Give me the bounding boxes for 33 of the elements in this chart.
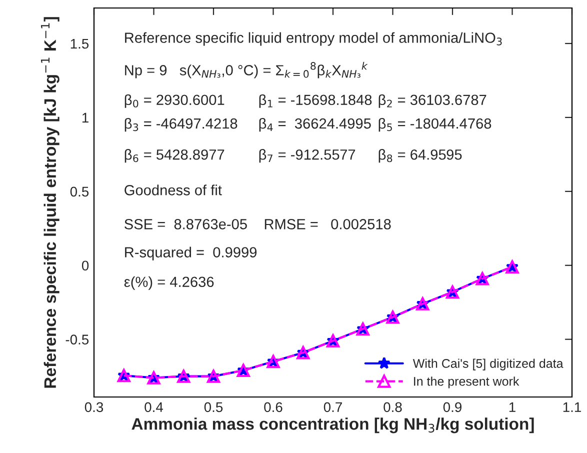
text: Np = 9 s(X$_{NH₃}$,0 °C) = Σ$_{k=0}$$^{8}$β$_{k}$X$_{NH₃}$$^{k}$	[125, 62, 368, 78]
x-tick-label: 0.7	[324, 402, 342, 412]
annotation: SSE = 8.8763e-05 RMSE = 0.002518	[124, 219, 391, 230]
x-tick-label: 0.8	[384, 402, 402, 412]
annotation: β$_{6}$ = 5428.8977	[124, 149, 224, 163]
x-tick-label: 0.4	[144, 402, 163, 412]
legend-label: With Cai's [5] digitized data	[412, 358, 564, 370]
annotation: β$_{8}$ = 64.9595	[378, 149, 462, 163]
annotation: β$_{2}$ = 36103.6787	[378, 94, 486, 108]
y-tick-label: 1	[82, 112, 88, 122]
y-tick-label: 1.5	[70, 38, 89, 49]
annotation: β$_{1}$ = -15698.1848	[259, 94, 372, 108]
annotation: β$_{3}$ = -46497.4218	[124, 118, 238, 132]
y-axis-title: Reference specific liquid entropy [kJ kg$^{−1}$ K$^{−1}$]	[40, 17, 60, 388]
y-tick-label: 0	[82, 260, 89, 271]
x-tick-label: 0.5	[204, 402, 223, 412]
annotation: R-squared = 0.9999	[125, 246, 257, 260]
annotation: β$_{4}$ = 36624.4995	[259, 118, 371, 132]
annotation: β$_{0}$ = 2930.6001	[124, 94, 224, 108]
x-tick-label: 0.3	[84, 402, 104, 412]
annotation: ε(%) = 4.2636	[124, 276, 214, 290]
x-axis-title: Ammonia mass concentration [kg NH$_{3}$/kg solution]	[132, 418, 534, 434]
annotation: β$_{5}$ = -18044.4768	[378, 118, 492, 132]
annotation: β$_{7}$ = -912.5577	[259, 149, 356, 163]
x-tick-label: 1	[509, 402, 516, 412]
annotation: Reference specific liquid entropy model of ammonia/LiNO$_{3}$	[125, 32, 502, 46]
annotation: Goodness of fit	[124, 184, 222, 196]
x-tick-label: 0.6	[264, 402, 282, 412]
y-tick-label: -0.5	[66, 334, 89, 344]
x-tick-label: 1.1	[563, 402, 581, 412]
y-tick-label: 0.5	[70, 186, 89, 197]
legend-label: In the present work	[414, 376, 520, 388]
x-tick-label: 0.9	[443, 402, 462, 412]
